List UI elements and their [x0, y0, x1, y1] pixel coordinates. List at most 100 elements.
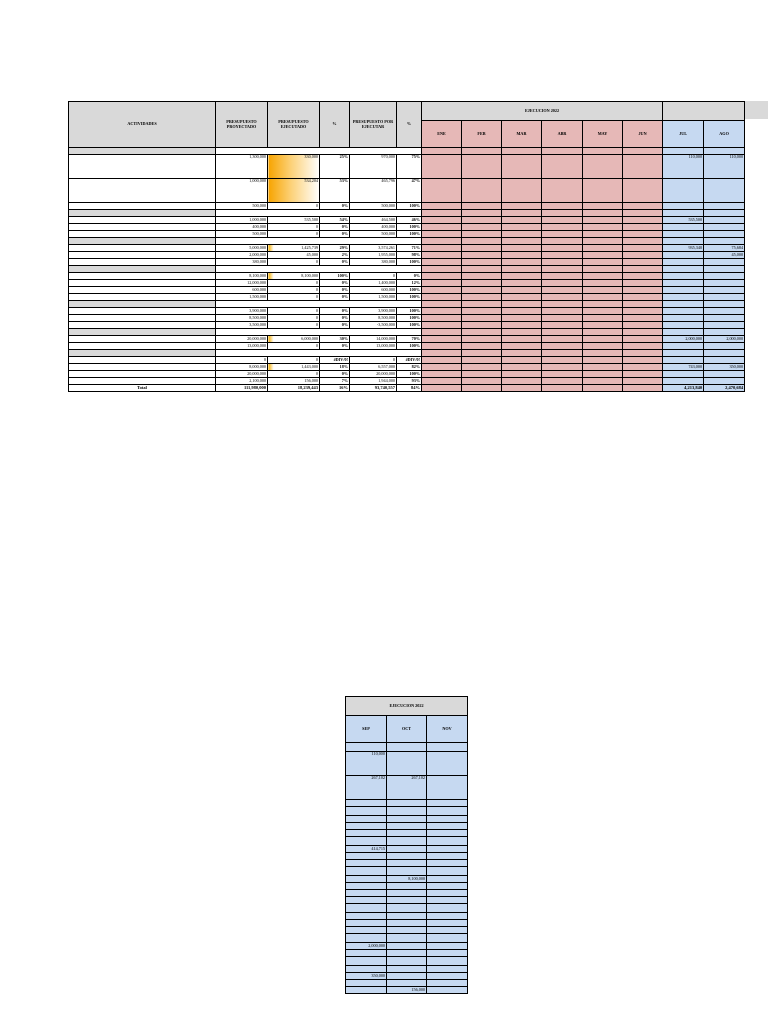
month-cell: [461, 384, 502, 392]
month-cell: [501, 272, 542, 280]
month-cell: [541, 363, 583, 371]
month-cell-sep: [345, 979, 387, 987]
month-cell-sep: [345, 815, 387, 823]
proyectado-cell: 3,900,000: [215, 307, 268, 315]
month-cell: [621, 202, 664, 210]
month-cell: [662, 328, 705, 336]
activity-cell: [68, 272, 216, 280]
month-cell: [421, 300, 462, 308]
separator-row: [345, 933, 469, 943]
month-cell: [582, 363, 623, 371]
month-cell: [461, 363, 502, 371]
table-row: [345, 822, 469, 830]
table-row: 3,500,000 0 0% -3,500,000 100%: [68, 321, 746, 329]
month-cell: [461, 237, 502, 245]
pct-cell: 0%: [396, 272, 422, 280]
month-cell: [621, 356, 664, 364]
month-cell: [461, 370, 502, 378]
pct-cell: 7%: [319, 377, 350, 385]
month-cell: [621, 286, 664, 294]
separator-cell: [68, 349, 216, 357]
month-cell: [621, 349, 664, 357]
activity-cell: [68, 293, 216, 301]
activity-cell: [68, 154, 216, 179]
table-row: [345, 852, 469, 860]
separator-cell: [215, 237, 422, 245]
table-row: 156,000: [345, 986, 469, 994]
proyectado-cell: 3,500,000: [215, 321, 268, 329]
month-cell: [461, 293, 502, 301]
month-cell-oct: [386, 919, 427, 927]
month-cell: [541, 154, 583, 179]
table-row: 0 0 #DIV/0! 0 #DIV/0!: [68, 356, 746, 364]
pct-cell: 100%: [396, 342, 422, 350]
table-row: 3,900,000 0 0% 3,900,000 100%: [68, 307, 746, 315]
month-cell-oct: 8,100,000: [386, 875, 427, 883]
month-cell: [421, 178, 462, 203]
pct-cell: 100%: [396, 321, 422, 329]
proyectado-cell: 5,000,000: [215, 244, 268, 252]
table-row: 12,000,000 0 0% 1,400,000 12%: [68, 279, 746, 287]
month-cell: [386, 903, 427, 913]
month-cell: [703, 265, 746, 273]
pct-cell: 0%: [319, 279, 350, 287]
side-tab: [744, 101, 768, 119]
month-cell-nov: [425, 896, 469, 904]
total-pct2: 84%: [396, 384, 422, 392]
month-cell: [621, 377, 664, 385]
pct-cell: 100%: [396, 307, 422, 315]
header-row-1: ACTIVIDADES PRESUPUESTO PROYECTADO PRESU…: [68, 101, 746, 148]
table-row: 5,000,000 1,425,739 29% 3,574,261 71% 935,340…: [68, 244, 746, 252]
month-cell: [461, 244, 502, 252]
month-cell: [621, 230, 664, 238]
month-cell: [461, 356, 502, 364]
proyectado-cell: 1,300,000: [215, 154, 268, 179]
month-cell: [345, 903, 387, 913]
por-ejecutar-cell: 0: [349, 356, 397, 364]
month-cell-ago: [703, 370, 746, 378]
activity-cell: [68, 230, 216, 238]
month-cell: [501, 223, 542, 231]
month-cell-oct: [386, 799, 427, 807]
month-cell: [425, 742, 469, 752]
month-cell-nov: [425, 979, 469, 987]
table-row: 20,000,000 6,000,000 30% 14,000,000 70% 2,000…: [68, 335, 746, 343]
month-cell: [621, 237, 664, 245]
month-cell-sep: [345, 986, 387, 994]
pct-cell: #DIV/0!: [396, 356, 422, 364]
month-cell: [501, 209, 542, 217]
month-cell: [541, 279, 583, 287]
ejecutado-cell: 1,443,000: [267, 363, 320, 371]
month-cell-oct: [386, 965, 427, 973]
month-cell: [621, 154, 664, 179]
month-cell: [421, 377, 462, 385]
separator-cell: [68, 237, 216, 245]
pct-cell: 30%: [319, 335, 350, 343]
pct-cell: 0%: [319, 230, 350, 238]
pct-cell: 98%: [396, 251, 422, 259]
pct-cell: 54%: [319, 216, 350, 224]
month-cell-oct: [386, 845, 427, 853]
pct-cell: 25%: [319, 154, 350, 179]
month-cell: [421, 237, 462, 245]
month-cell-jul: [662, 230, 705, 238]
proyectado-cell: 13,000,000: [215, 342, 268, 350]
month-cell-oct: [386, 882, 427, 890]
month-cell: [703, 209, 746, 217]
month-cell: [541, 272, 583, 280]
month-cell: [501, 202, 542, 210]
col-actividades: ACTIVIDADES: [68, 101, 216, 148]
month-cell: [501, 258, 542, 266]
table-row: [345, 979, 469, 987]
table-row: 2,000,000 45,000 2% 1,955,000 98% 45,000: [68, 251, 746, 259]
activity-cell: [68, 178, 216, 203]
por-ejecutar-cell: 465,796: [349, 178, 397, 203]
month-cell: [386, 933, 427, 943]
month-cell-jul: [662, 258, 705, 266]
month-cell-sep: [345, 926, 387, 934]
separator-row: [345, 903, 469, 913]
pct-cell: 0%: [319, 258, 350, 266]
separator-cell: [68, 300, 216, 308]
month-cell-nov: [425, 919, 469, 927]
proyectado-cell: 500,000: [215, 202, 268, 210]
